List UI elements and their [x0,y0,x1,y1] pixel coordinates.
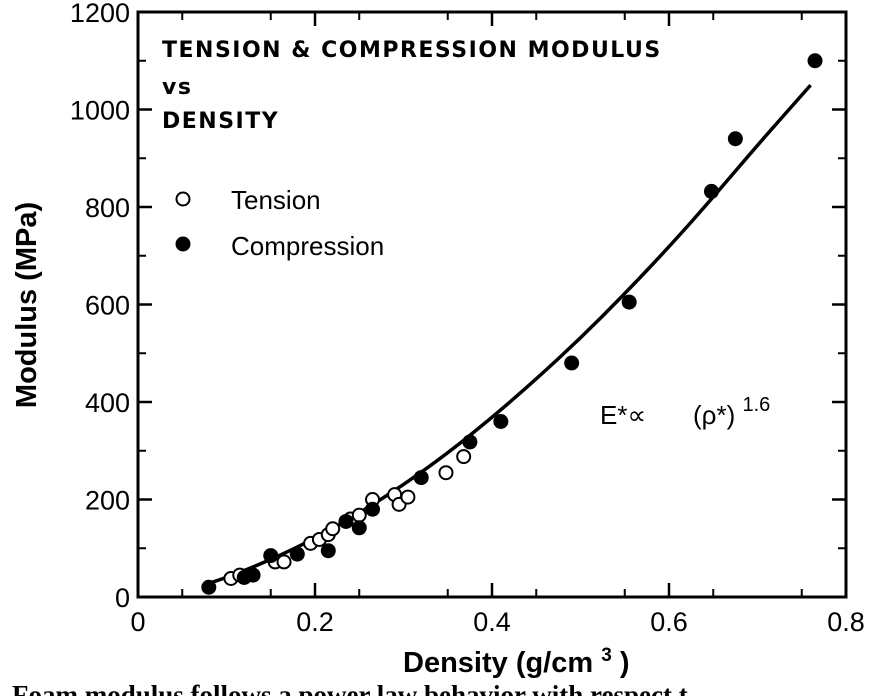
x-axis-ticks: 0 0.2 0.4 0.6 0.8 [130,12,865,637]
x-axis-title: Density (g/cm 3 ) [403,636,630,679]
power-law-annotation: E*∝ (ρ*) 1.6 [600,394,770,430]
legend-tension-label: Tension [231,185,321,215]
tension-point [276,554,292,570]
compression-point [621,294,637,310]
chart-title-line-2: vs [162,75,192,100]
legend: Tension Compression [175,185,384,261]
compression-point [201,579,217,595]
y-tick-label: 1000 [70,96,130,126]
legend-compression-label: Compression [231,231,384,261]
x-tick-label: 0.2 [296,607,334,637]
chart-title-line-1: TENSION & COMPRESSION MODULUS [162,38,662,63]
x-axis-title-sup: 3 [601,645,612,666]
y-tick-label: 400 [85,388,130,418]
x-tick-label: 0.6 [650,607,688,637]
tension-point [351,507,367,523]
tension-point [456,449,472,465]
y-tick-label: 200 [85,486,130,516]
x-tick-label: 0 [130,607,145,637]
legend-compression-marker [175,236,191,252]
x-tick-label: 0.8 [827,607,865,637]
chart-title-line-3: DENSITY [162,109,279,134]
y-axis-title: Modulus (MPa) [11,202,43,408]
annotation-lhs: E*∝ [600,400,646,430]
compression-point [727,131,743,147]
compression-point [564,355,580,371]
y-tick-label: 800 [85,193,130,223]
compression-point [263,548,279,564]
compression-point [320,543,336,559]
y-tick-label: 600 [85,291,130,321]
x-axis-title-main: Density (g/cm [403,647,593,679]
compression-point [493,414,509,429]
compression-point [365,501,381,517]
y-tick-label: 1200 [70,0,130,28]
tension-point [400,489,416,505]
annotation-exponent: 1.6 [742,394,770,416]
tension-point [325,521,341,537]
plot-frame [136,10,848,599]
compression-points [201,53,823,595]
annotation-rhs: (ρ*) [693,400,735,430]
compression-point [245,567,261,583]
legend-tension-marker [175,191,191,207]
y-tick-label: 0 [115,583,130,613]
y-axis-ticks: 0 200 400 600 800 1000 1200 [70,0,846,613]
x-tick-label: 0.4 [473,607,511,637]
tension-point [438,465,454,481]
compression-point [289,546,305,562]
compression-point [703,183,719,199]
compression-point [462,434,478,450]
compression-point [338,513,354,529]
compression-point [351,520,367,536]
figure-caption: Foam modulus follows a power law behavio… [12,680,688,696]
compression-point [807,53,823,69]
power-law-fit-curve [203,83,812,587]
compression-point [413,470,429,486]
x-axis-title-end: ) [620,647,630,679]
